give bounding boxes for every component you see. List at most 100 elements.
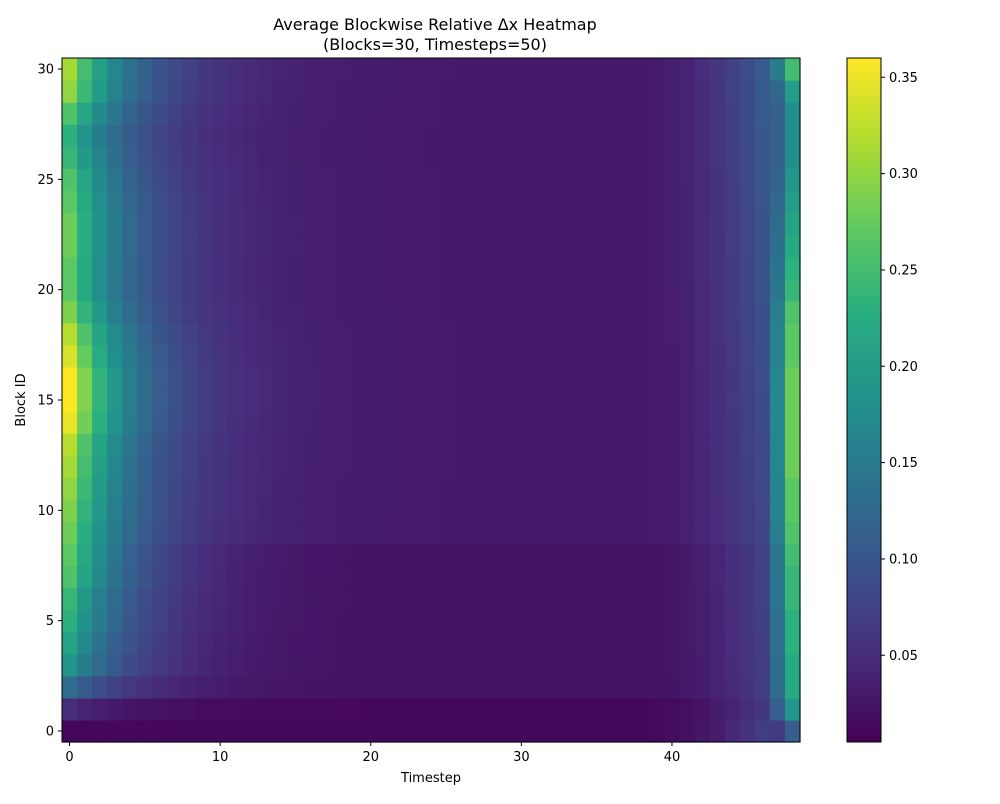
heatmap-cell	[543, 124, 560, 147]
heatmap-cell	[453, 653, 470, 677]
heatmap-cell	[318, 675, 334, 699]
heatmap-cell	[694, 168, 711, 191]
heatmap-cell	[62, 455, 78, 478]
heatmap-cell	[242, 256, 259, 280]
heatmap-cell	[528, 124, 545, 147]
heatmap-cell	[197, 322, 214, 346]
heatmap-cell	[348, 521, 364, 545]
heatmap-cell	[724, 322, 741, 346]
heatmap-cell	[242, 102, 259, 125]
heatmap-cell	[333, 344, 349, 368]
heatmap-cell	[62, 212, 78, 236]
heatmap-cell	[754, 124, 771, 147]
heatmap-cell	[197, 565, 214, 589]
heatmap-cell	[649, 278, 666, 302]
heatmap-cell	[468, 278, 485, 302]
heatmap-cell	[393, 499, 410, 522]
heatmap-cell	[619, 212, 635, 236]
heatmap-cell	[649, 168, 666, 191]
heatmap-cell	[709, 146, 726, 169]
heatmap-cell	[679, 477, 696, 500]
heatmap-cell	[197, 102, 214, 125]
heatmap-cell	[769, 565, 786, 589]
heatmap-cell	[739, 499, 756, 522]
heatmap-cell	[287, 212, 304, 236]
heatmap-cell	[453, 212, 470, 236]
heatmap-cell	[257, 80, 274, 103]
heatmap-cell	[257, 234, 274, 258]
heatmap-cell	[197, 168, 214, 191]
heatmap-cell	[679, 256, 696, 280]
heatmap-cell	[423, 256, 440, 280]
heatmap-cell	[513, 80, 530, 103]
heatmap-cell	[679, 499, 696, 522]
heatmap-cell	[769, 543, 786, 567]
heatmap-cell	[152, 631, 169, 655]
heatmap-cell	[302, 80, 319, 103]
heatmap-cell	[453, 80, 470, 103]
heatmap-cell	[333, 278, 349, 302]
heatmap-cell	[784, 675, 801, 699]
heatmap-cell	[92, 433, 108, 456]
heatmap-cell	[694, 146, 711, 169]
heatmap-cell	[679, 411, 696, 434]
heatmap-cell	[152, 234, 169, 258]
heatmap-cell	[212, 609, 229, 633]
heatmap-cell	[754, 565, 771, 589]
heatmap-cell	[709, 124, 726, 147]
heatmap-cell	[92, 256, 108, 280]
heatmap-cell	[333, 146, 349, 169]
heatmap-cell	[724, 234, 741, 258]
heatmap-cell	[152, 190, 169, 214]
heatmap-cell	[122, 697, 138, 721]
heatmap-cell	[468, 300, 485, 324]
heatmap-cell	[107, 675, 123, 699]
heatmap-cell	[453, 146, 470, 169]
heatmap-cell	[649, 190, 666, 214]
heatmap-cell	[197, 344, 214, 368]
heatmap-cell	[227, 697, 244, 721]
heatmap-cell	[167, 477, 184, 500]
heatmap-cell	[242, 521, 259, 545]
heatmap-cell	[137, 190, 153, 214]
heatmap-cell	[197, 190, 214, 214]
heatmap-cell	[333, 366, 349, 390]
heatmap-cell	[664, 102, 681, 125]
heatmap-cell	[574, 102, 590, 125]
heatmap-cell	[784, 631, 801, 655]
heatmap-cell	[62, 697, 78, 721]
heatmap-cell	[348, 146, 364, 169]
heatmap-cell	[137, 58, 153, 81]
heatmap-cell	[107, 300, 123, 324]
heatmap-cell	[408, 675, 425, 699]
heatmap-cell	[498, 653, 515, 677]
heatmap-cell	[423, 609, 440, 633]
heatmap-cell	[302, 565, 319, 589]
heatmap-cell	[694, 124, 711, 147]
heatmap-cell	[408, 631, 425, 655]
heatmap-cell	[348, 609, 364, 633]
heatmap-cell	[513, 278, 530, 302]
heatmap-cell	[348, 543, 364, 567]
heatmap-cell	[739, 102, 756, 125]
heatmap-cell	[77, 278, 93, 302]
heatmap-cell	[107, 80, 123, 103]
heatmap-cell	[769, 499, 786, 522]
heatmap-cell	[122, 366, 138, 390]
heatmap-cell	[784, 521, 801, 545]
heatmap-cell	[574, 653, 590, 677]
heatmap-cell	[393, 124, 410, 147]
heatmap-cell	[769, 102, 786, 125]
heatmap-cell	[574, 587, 590, 611]
heatmap-cell	[408, 190, 425, 214]
heatmap-cell	[378, 455, 394, 478]
heatmap-cell	[287, 499, 304, 522]
heatmap-cell	[122, 234, 138, 258]
heatmap-cell	[137, 719, 153, 743]
heatmap-cell	[739, 322, 756, 346]
heatmap-cell	[559, 80, 575, 103]
heatmap-cell	[92, 719, 108, 743]
heatmap-cell	[152, 675, 169, 699]
heatmap-cell	[107, 565, 123, 589]
heatmap-cell	[453, 190, 470, 214]
